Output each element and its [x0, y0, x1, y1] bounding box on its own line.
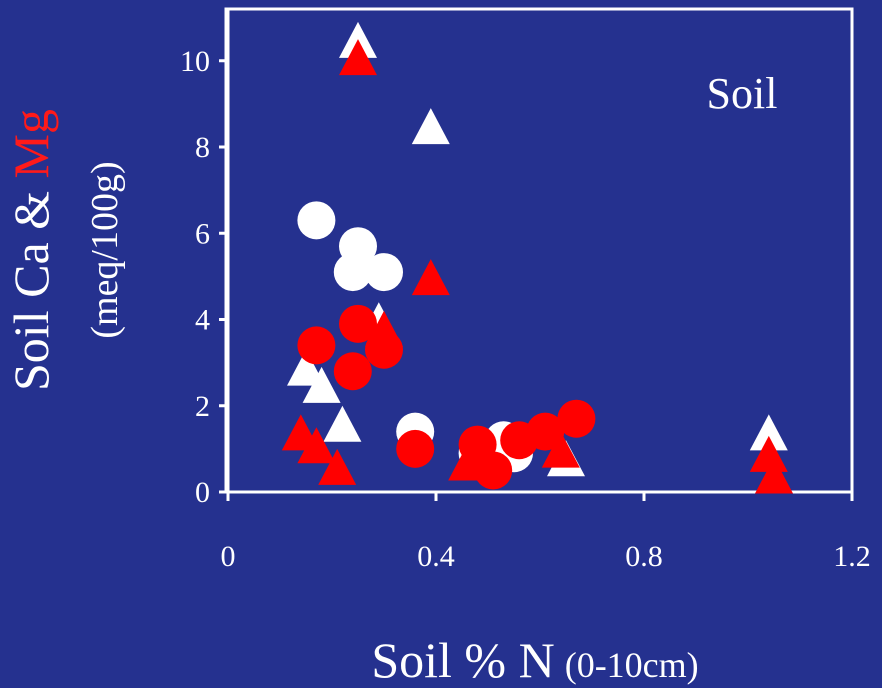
- x-tick-label: 0.4: [417, 540, 455, 573]
- y-axis-title: Soil Ca & Mg: [3, 109, 59, 391]
- x-axis-title-main: Soil % N: [371, 632, 554, 688]
- x-axis-title-unit: (0-10cm): [565, 645, 699, 685]
- data-point-circle: [526, 412, 565, 451]
- annotation-soil: Soil: [707, 69, 778, 118]
- data-point-triangle: [323, 405, 362, 442]
- data-point-triangle: [541, 431, 580, 468]
- data-point-triangle: [339, 39, 377, 76]
- y-tick-label: 10: [180, 45, 210, 78]
- x-axis-title: Soil % N (0-10cm): [371, 632, 698, 688]
- y-tick-label: 0: [195, 476, 210, 509]
- data-point-circle: [474, 451, 513, 490]
- x-tick-label: 0.8: [625, 540, 663, 573]
- data-points: [281, 21, 793, 494]
- data-point-circle: [297, 326, 336, 365]
- y-axis-unit: (meq/100g): [84, 161, 126, 338]
- ticks: 0 2 4 6 8 10 0 0.4 0.8 1.2: [180, 9, 871, 573]
- data-point-triangle: [302, 366, 341, 403]
- data-point-circle: [557, 399, 596, 438]
- data-point-triangle: [411, 108, 450, 145]
- data-point-circle: [396, 429, 435, 468]
- data-point-circle: [365, 253, 403, 292]
- y-axis-title-ca: Soil Ca &: [3, 178, 59, 391]
- data-point-circle: [297, 201, 336, 240]
- data-point-triangle: [749, 414, 788, 451]
- data-point-triangle: [297, 427, 336, 464]
- data-point-triangle: [318, 448, 357, 485]
- data-point-circle: [339, 304, 377, 343]
- x-tick-label: 1.2: [833, 540, 871, 573]
- data-point-triangle: [755, 457, 793, 494]
- y-tick-label: 4: [195, 304, 210, 337]
- y-tick-label: 6: [195, 217, 210, 250]
- data-point-circle: [333, 352, 372, 391]
- data-point-triangle: [411, 259, 450, 296]
- x-tick-label: 0: [221, 540, 236, 573]
- y-tick-label: 8: [195, 131, 210, 164]
- data-point-circle: [333, 253, 372, 292]
- y-axis-title-mg: Mg: [3, 109, 59, 178]
- data-point-triangle: [287, 349, 325, 386]
- data-point-circle: [365, 330, 403, 369]
- y-tick-label: 2: [195, 390, 210, 423]
- data-point-triangle: [749, 435, 788, 472]
